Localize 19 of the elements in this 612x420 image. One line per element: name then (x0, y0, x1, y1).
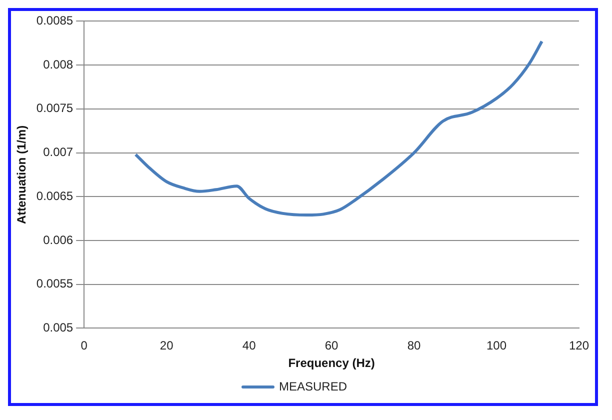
y-tick-label: 0.008 (43, 57, 74, 72)
y-tick-label: 0.007 (43, 145, 74, 160)
y-tick-label: 0.0065 (36, 188, 74, 203)
y-axis-title: Attenuation (1/m) (14, 125, 29, 224)
legend-label: MEASURED (278, 379, 348, 394)
y-tick-label: 0.006 (43, 232, 74, 247)
line-series (134, 40, 544, 217)
y-tick-label: 0.0075 (36, 101, 74, 116)
y-tick-label: 0.0085 (36, 14, 74, 28)
x-tick-label: 80 (407, 338, 422, 353)
x-tick-label: 40 (242, 338, 256, 353)
x-tick-label: 20 (160, 338, 174, 353)
y-tick-label: 0.0055 (36, 276, 74, 291)
y-tick-label: 0.005 (43, 320, 74, 335)
x-axis-title: Frequency (Hz) (288, 356, 375, 370)
x-tick-label: 100 (486, 338, 507, 353)
x-tick-label: 60 (324, 338, 339, 353)
x-tick-label: 120 (568, 338, 590, 353)
x-tick-label: 0 (80, 338, 88, 353)
